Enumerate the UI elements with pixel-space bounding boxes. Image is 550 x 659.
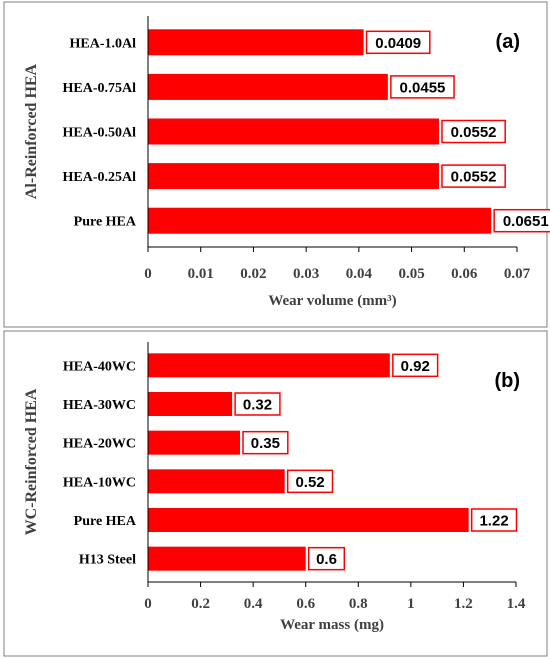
- x-tick-label: 1.2: [454, 596, 473, 612]
- data-label-box: [365, 30, 431, 55]
- x-tick-label: 0.03: [293, 266, 319, 282]
- category-label: Pure HEA: [74, 514, 137, 529]
- data-label: 0.92: [401, 358, 430, 375]
- x-tick-label: 0: [144, 266, 152, 282]
- data-label-box: [390, 75, 455, 99]
- x-tick-label: 0.4: [244, 596, 263, 612]
- bar: [148, 508, 469, 532]
- x-tick-label: 0.04: [346, 266, 373, 282]
- data-label-box: [286, 469, 334, 494]
- data-label-box: [242, 430, 289, 455]
- category-label: HEA-40WC: [63, 359, 136, 374]
- category-label: HEA-1.0Al: [70, 36, 137, 51]
- panel-label: (b): [494, 370, 520, 392]
- x-tick-label: 1: [407, 596, 415, 612]
- data-label-box: [470, 508, 518, 532]
- data-label: 0.0409: [375, 35, 421, 52]
- x-axis-label: Wear mass (mg): [280, 617, 384, 633]
- x-tick-label: 0.01: [188, 266, 214, 282]
- category-label: HEA-0.25Al: [63, 170, 137, 185]
- bar: [148, 207, 492, 234]
- data-label: 0.6: [316, 551, 337, 568]
- data-label: 0.0552: [451, 124, 497, 141]
- x-tick-label: 0.2: [191, 596, 210, 612]
- x-axis-label: Wear volume (mm³): [268, 293, 396, 309]
- data-label: 1.22: [479, 513, 508, 530]
- data-label: 0.0552: [451, 169, 497, 186]
- data-label-box: [307, 546, 346, 571]
- x-tick-label: 0.8: [349, 596, 368, 612]
- data-label: 0.32: [243, 397, 272, 414]
- data-label-box: [441, 164, 506, 188]
- bar: [148, 353, 390, 378]
- data-label: 0.35: [251, 435, 280, 452]
- panel-a-border: [3, 1, 548, 328]
- bar: [148, 163, 439, 190]
- data-label-box: [234, 392, 281, 416]
- bar: [148, 469, 285, 494]
- panel-label: (a): [496, 31, 520, 53]
- x-tick-label: 0.07: [504, 266, 531, 282]
- data-label: 0.52: [295, 474, 324, 491]
- category-label: Pure HEA: [74, 215, 137, 230]
- category-label: HEA-0.50Al: [63, 126, 137, 141]
- bar: [148, 73, 388, 100]
- y-axis-label: Al-Reinforced HEA: [23, 63, 40, 199]
- data-label-box: [392, 353, 439, 378]
- category-label: HEA-20WC: [63, 437, 136, 452]
- x-tick-label: 0.6: [296, 596, 315, 612]
- data-label-box: [441, 119, 506, 144]
- bar: [148, 29, 364, 56]
- x-tick-label: 0.02: [240, 266, 266, 282]
- x-tick-label: 0.06: [451, 266, 478, 282]
- category-label: HEA-0.75Al: [63, 81, 137, 96]
- x-tick-label: 0.05: [398, 266, 424, 282]
- y-axis-label: WC-Reinforced HEA: [23, 388, 40, 535]
- x-tick-label: 1.4: [507, 596, 526, 612]
- data-label: 0.0455: [400, 79, 446, 96]
- chart-panel-a: 0.0409 HEA-1.0Al 0.0455 HEA-0.75Al 0.0552 HEA…: [23, 16, 550, 309]
- bar: [148, 392, 233, 416]
- category-label: HEA-30WC: [63, 398, 136, 413]
- data-label-box: [493, 208, 550, 233]
- data-label: 0.0651: [503, 213, 549, 230]
- category-label: H13 Steel: [79, 553, 136, 568]
- x-tick-label: 0: [144, 596, 152, 612]
- bar: [148, 118, 439, 145]
- category-label: HEA-10WC: [63, 475, 136, 490]
- bar: [148, 546, 306, 571]
- panel-b-border: [3, 330, 548, 657]
- bar: [148, 430, 240, 455]
- chart-panel-b: 0.92 HEA-40WC 0.32 HEA-30WC 0.35 HEA-20WC 0.52…: [23, 342, 526, 633]
